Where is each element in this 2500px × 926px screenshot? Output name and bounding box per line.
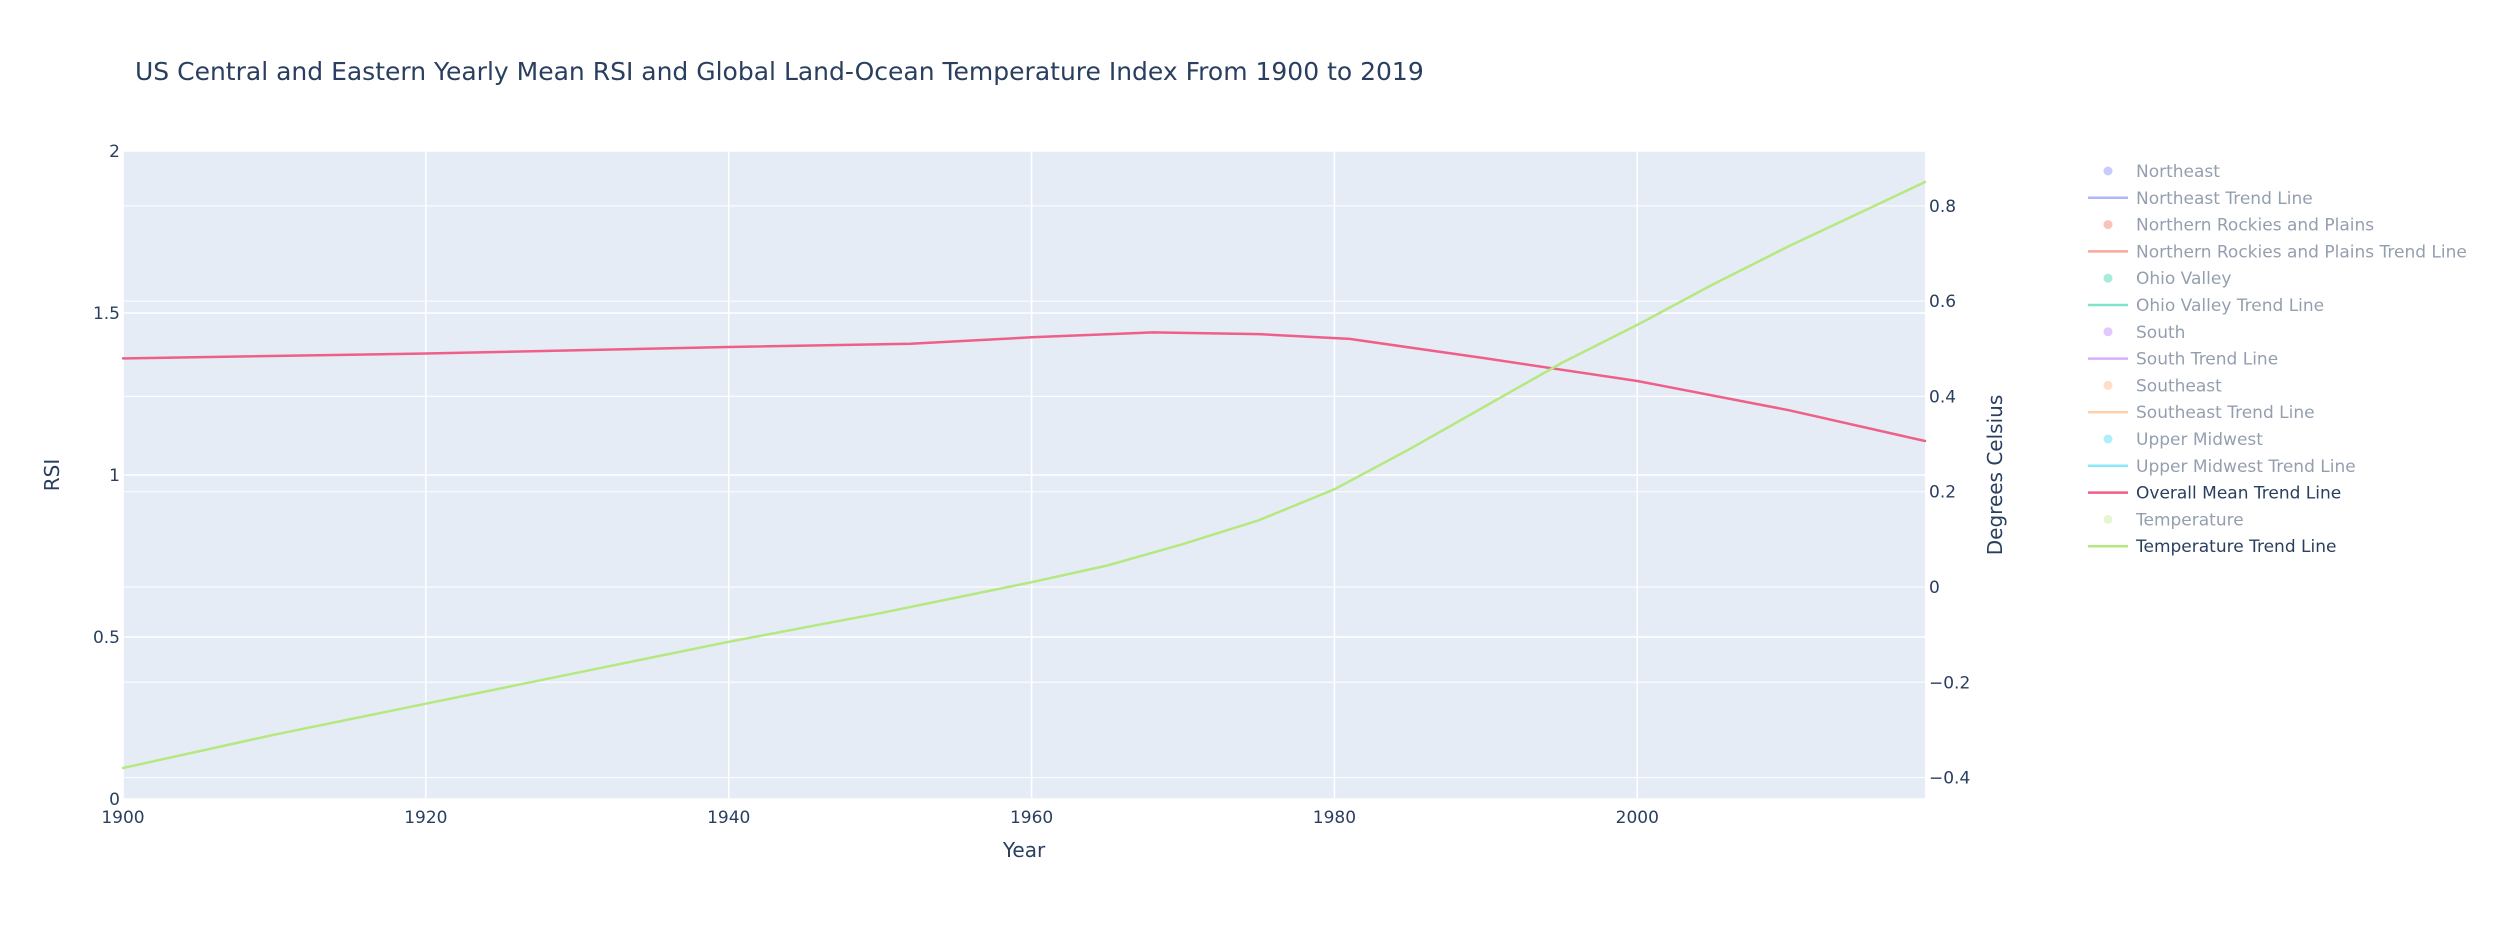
legend-item[interactable]: South Trend Line	[2088, 350, 2278, 370]
y2-tick-label: 0.8	[1929, 197, 1956, 217]
y2-tick-label: −0.4	[1929, 769, 1970, 789]
legend-item[interactable]: Ohio Valley Trend Line	[2088, 296, 2324, 316]
y-tick-label: 0.5	[93, 628, 120, 648]
x-tick-label: 1900	[101, 808, 144, 828]
y2-tick-label: 0.4	[1929, 387, 1956, 407]
y-tick-label: 1	[109, 466, 120, 486]
legend-label: Overall Mean Trend Line	[2136, 484, 2341, 504]
legend-item[interactable]: Northeast Trend Line	[2088, 189, 2313, 209]
y2-tick-label: 0.2	[1929, 483, 1956, 503]
legend-label: Ohio Valley Trend Line	[2136, 296, 2324, 316]
x-axis-title: Year	[1002, 838, 1046, 862]
legend-label: Temperature Trend Line	[2135, 537, 2336, 557]
grid-lines	[122, 150, 1925, 800]
legend-item[interactable]: Northeast	[2103, 162, 2221, 182]
y-tick-label: 1.5	[93, 304, 120, 324]
y-axis-title: RSI	[40, 459, 64, 492]
series-line	[121, 331, 1927, 443]
legend-item[interactable]: Temperature	[2103, 510, 2244, 530]
series-layer	[121, 180, 1927, 770]
y-tick-label: 0	[109, 790, 120, 810]
legend-item[interactable]: Upper Midwest	[2103, 430, 2264, 450]
y2-axis-title: Degrees Celsius	[1983, 395, 2007, 555]
legend-marker-icon	[2103, 166, 2113, 176]
legend-marker-icon	[2103, 327, 2113, 337]
y-tick-label: 2	[109, 142, 120, 162]
legend-item[interactable]: Upper Midwest Trend Line	[2088, 457, 2356, 477]
legend-item[interactable]: Ohio Valley	[2103, 269, 2232, 289]
x-axis-ticks: 1900 1920 1940 1960 1980 2000	[101, 808, 1659, 828]
x-tick-label: 1920	[404, 808, 447, 828]
legend-label: Northern Rockies and Plains	[2136, 216, 2374, 236]
legend-label: Upper Midwest Trend Line	[2136, 457, 2356, 477]
y2-tick-label: −0.2	[1929, 673, 1970, 693]
legend-item[interactable]: Northern Rockies and Plains	[2103, 216, 2375, 236]
legend-item[interactable]: Southeast Trend Line	[2088, 403, 2315, 423]
y-axis-ticks: 0 0.5 1 1.5 2	[93, 142, 120, 810]
legend-label: Ohio Valley	[2136, 269, 2231, 289]
legend-marker-icon	[2103, 380, 2113, 390]
y2-tick-label: 0	[1929, 578, 1940, 598]
legend-label: Northern Rockies and Plains Trend Line	[2136, 242, 2467, 262]
y2-axis-ticks: −0.4 −0.2 0 0.2 0.4 0.6 0.8	[1929, 197, 1970, 789]
legend-label: South Trend Line	[2136, 350, 2278, 370]
legend-label: Upper Midwest	[2136, 430, 2263, 450]
x-tick-label: 2000	[1616, 808, 1659, 828]
chart-title: US Central and Eastern Yearly Mean RSI a…	[135, 57, 1424, 86]
x-tick-label: 1960	[1010, 808, 1053, 828]
legend-item[interactable]: Northern Rockies and Plains Trend Line	[2088, 242, 2467, 262]
legend: Northeast Northeast Trend Line Northern Ro…	[2088, 162, 2467, 557]
legend-label: Southeast	[2136, 376, 2222, 396]
legend-item[interactable]: Southeast	[2103, 376, 2223, 396]
legend-marker-icon	[2103, 273, 2113, 283]
legend-marker-icon	[2103, 434, 2113, 444]
y2-tick-label: 0.6	[1929, 292, 1956, 312]
legend-label: Northeast Trend Line	[2136, 189, 2313, 209]
series-line	[121, 180, 1927, 770]
legend-item[interactable]: South	[2103, 323, 2186, 343]
legend-item[interactable]: Overall Mean Trend Line	[2088, 484, 2341, 504]
legend-label: South	[2136, 323, 2185, 343]
legend-label: Northeast	[2136, 162, 2220, 182]
legend-label: Southeast Trend Line	[2136, 403, 2315, 423]
legend-marker-icon	[2103, 514, 2113, 524]
x-tick-label: 1980	[1313, 808, 1356, 828]
legend-marker-icon	[2103, 220, 2113, 230]
legend-label: Temperature	[2135, 510, 2244, 530]
legend-item[interactable]: Temperature Trend Line	[2088, 537, 2336, 557]
x-tick-label: 1940	[707, 808, 750, 828]
